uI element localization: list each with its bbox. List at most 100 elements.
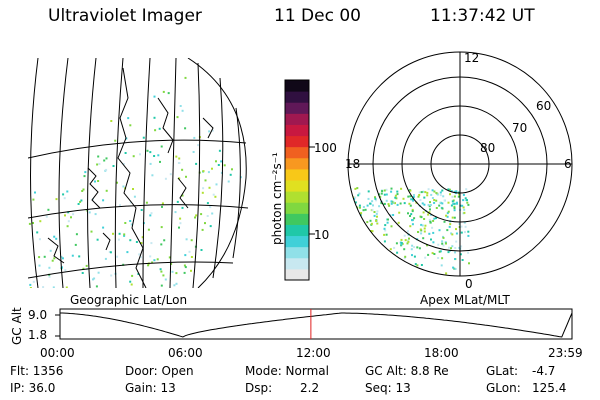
polar-speckle-dot bbox=[420, 232, 423, 235]
polar-speckle-dot bbox=[354, 196, 357, 199]
polar-speckle-dot bbox=[438, 204, 441, 207]
geo-speckle-dot bbox=[82, 267, 85, 270]
polar-speckle-dot bbox=[433, 190, 436, 193]
polar-speckle-dot bbox=[432, 219, 435, 222]
polar-speckle-dot bbox=[413, 194, 415, 196]
geo-speckle-dot bbox=[123, 234, 126, 237]
polar-speckle-dot bbox=[351, 212, 354, 215]
polar-speckle-dot bbox=[451, 233, 454, 236]
polar-speckle-dot bbox=[420, 264, 423, 266]
geo-speckle-dot bbox=[140, 209, 143, 211]
geo-speckle-dot bbox=[184, 127, 187, 130]
gc-altitude: GC Alt: 8.8 Re bbox=[365, 364, 449, 378]
polar-speckle-dot bbox=[455, 232, 458, 235]
geo-speckle-dot bbox=[135, 241, 138, 243]
polar-speckle-dot bbox=[429, 201, 431, 204]
geo-speckle-dot bbox=[215, 183, 218, 186]
polar-speckle-dot bbox=[402, 197, 405, 200]
polar-speckle-dot bbox=[462, 199, 465, 202]
polar-speckle-dot bbox=[387, 203, 390, 206]
polar-speckle-dot bbox=[386, 221, 389, 224]
geo-speckle-dot bbox=[211, 129, 214, 132]
polar-speckle-dot bbox=[457, 195, 460, 198]
geo-speckle-dot bbox=[93, 277, 96, 280]
polar-speckle-dot bbox=[433, 217, 436, 220]
geo-speckle-dot bbox=[139, 153, 141, 156]
polar-speckle-dot bbox=[399, 241, 402, 244]
altitude-curve bbox=[60, 312, 573, 338]
geo-speckle-dot bbox=[179, 105, 182, 107]
polar-speckle-dot bbox=[431, 189, 434, 192]
polar-plot: 12 18 6 0 60 70 80 bbox=[345, 51, 573, 291]
geo-speckle-dot bbox=[60, 255, 63, 258]
polar-speckle-dot bbox=[366, 204, 369, 207]
date-label: 11 Dec 00 bbox=[274, 6, 361, 26]
geo-speckle-dot bbox=[151, 261, 154, 264]
polar-speckle-dot bbox=[417, 195, 420, 198]
polar-speckle-dot bbox=[439, 250, 442, 253]
geo-speckle-dot bbox=[178, 226, 180, 229]
geo-speckle-dot bbox=[66, 225, 69, 228]
colorbar-stripe bbox=[285, 135, 309, 148]
polar-speckle-dot bbox=[416, 264, 419, 267]
polar-speckle-dot bbox=[356, 225, 359, 228]
polar-speckle-dot bbox=[400, 242, 403, 245]
colorbar-stripe bbox=[285, 80, 309, 92]
geo-speckle-dot bbox=[81, 190, 84, 192]
polar-speckle-dot bbox=[353, 212, 356, 215]
polar-speckle-dot bbox=[397, 221, 400, 224]
polar-speckle-dot bbox=[433, 253, 436, 255]
polar-speckle-dot bbox=[431, 197, 434, 199]
polar-speckle-dot bbox=[372, 254, 375, 257]
polar-speckle-dot bbox=[455, 190, 458, 193]
polar-speckle-dot bbox=[453, 202, 456, 205]
geo-speckle-dot bbox=[64, 269, 67, 272]
polar-speckle-dot bbox=[442, 195, 445, 198]
geo-speckle-dot bbox=[209, 225, 212, 228]
polar-speckle-dot bbox=[404, 255, 407, 258]
polar-speckle-dot bbox=[464, 231, 466, 234]
polar-speckle-dot bbox=[412, 196, 415, 198]
geo-speckle-dot bbox=[190, 239, 193, 242]
polar-speckle-dot bbox=[371, 208, 374, 211]
geo-speckle-dot bbox=[160, 270, 163, 273]
polar-speckle-dot bbox=[366, 221, 369, 224]
geo-speckle-dot bbox=[151, 174, 154, 177]
geo-speckle-dot bbox=[184, 254, 187, 257]
geo-speckle-dot bbox=[60, 266, 63, 269]
geo-speckle-dot bbox=[34, 191, 36, 194]
polar-speckle-dot bbox=[408, 202, 411, 205]
polar-speckle-dot bbox=[424, 256, 427, 259]
polar-speckle-dot bbox=[411, 219, 413, 222]
polar-speckle-dot bbox=[423, 196, 426, 199]
geo-speckle-dot bbox=[195, 162, 198, 165]
geo-speckle-dot bbox=[48, 266, 51, 269]
geo-speckle-dot bbox=[95, 285, 98, 288]
geo-speckle-dot bbox=[67, 220, 70, 223]
glon-value: 125.4 bbox=[532, 381, 567, 395]
polar-speckle-dot bbox=[383, 240, 386, 243]
polar-speckle-dot bbox=[456, 202, 458, 205]
polar-speckle-dot bbox=[455, 240, 458, 243]
geo-speckle-dot bbox=[29, 287, 32, 288]
polar-speckle-dot bbox=[358, 204, 361, 207]
polar-speckle-dot bbox=[453, 209, 456, 212]
polar-speckle-dot bbox=[446, 215, 449, 218]
polar-speckle-dot bbox=[403, 257, 406, 260]
geo-speckle-dot bbox=[204, 222, 206, 225]
polar-speckle-dot bbox=[358, 234, 361, 237]
polar-speckle-dot bbox=[351, 215, 353, 218]
polar-speckle-dot bbox=[398, 211, 401, 214]
polar-speckle-dot bbox=[392, 267, 395, 270]
geo-speckle-dot bbox=[116, 181, 118, 184]
mode-value: Mode: Normal bbox=[245, 364, 329, 378]
geo-speckle-dot bbox=[48, 275, 51, 278]
polar-speckle-dot bbox=[450, 247, 452, 250]
geo-speckle-dot bbox=[202, 170, 205, 173]
geo-speckle-dot bbox=[130, 223, 133, 226]
polar-speckle-dot bbox=[454, 247, 457, 249]
polar-speckle-dot bbox=[380, 247, 383, 250]
geo-speckle-dot bbox=[185, 238, 188, 241]
geo-speckle-dot bbox=[183, 271, 186, 274]
time-tick-0600: 06:00 bbox=[168, 346, 203, 360]
